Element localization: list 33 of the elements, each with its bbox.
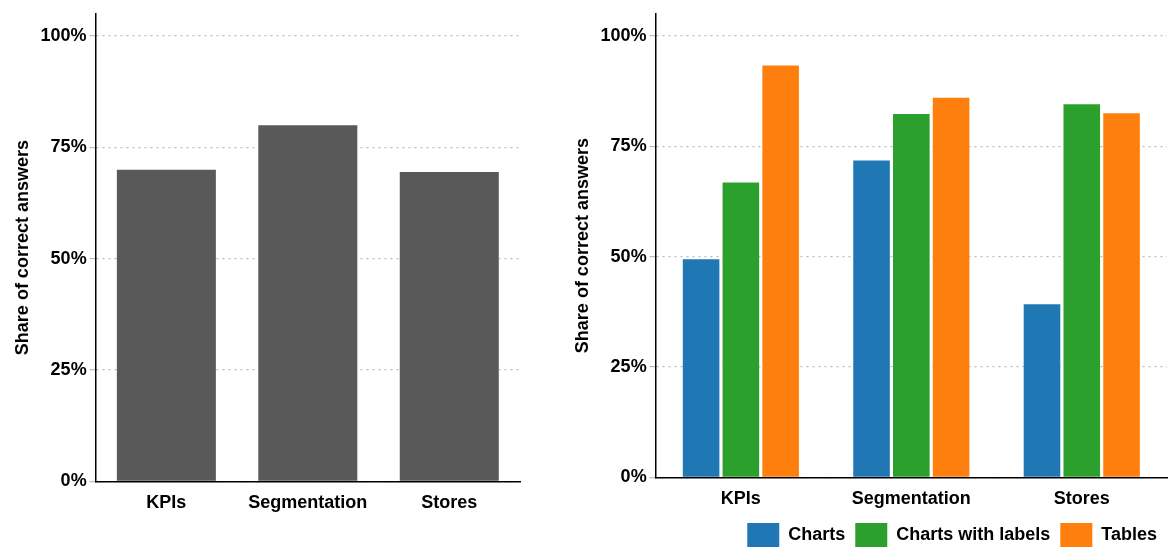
x-tick-label: Stores (421, 492, 478, 513)
bar (1023, 304, 1061, 477)
x-tick-label: Segmentation (851, 488, 971, 509)
x-tick-label: KPIs (146, 492, 187, 513)
bar (258, 125, 358, 481)
y-tick-label: 100% (40, 25, 87, 46)
y-tick-label: 50% (610, 245, 647, 266)
x-tick-label: Segmentation (248, 492, 368, 513)
y-tick-label: 0% (620, 466, 647, 487)
y-axis-title: Share of correct answers (11, 140, 32, 356)
legend-label: Tables (1101, 523, 1157, 544)
y-tick-label: 75% (610, 135, 647, 156)
legend-label: Charts (788, 523, 846, 544)
x-tick-label: KPIs (720, 488, 761, 509)
bar (1103, 113, 1140, 477)
legend-label: Charts with labels (896, 523, 1051, 544)
bar (762, 65, 799, 477)
y-tick-label: 0% (60, 470, 87, 491)
y-tick-label: 75% (50, 136, 87, 157)
y-tick-label: 100% (600, 24, 647, 45)
bar (116, 169, 216, 481)
bar (932, 97, 970, 477)
y-tick-label: 50% (50, 247, 87, 268)
y-axis-title: Share of correct answers (571, 138, 592, 354)
bar (399, 171, 499, 481)
y-tick-label: 25% (610, 355, 647, 376)
x-tick-label: Stores (1053, 488, 1110, 509)
bar (893, 114, 930, 477)
y-tick-label: 25% (50, 359, 87, 380)
bar (682, 259, 720, 477)
bar (722, 182, 760, 477)
bar (853, 160, 890, 477)
bar (1063, 104, 1101, 477)
